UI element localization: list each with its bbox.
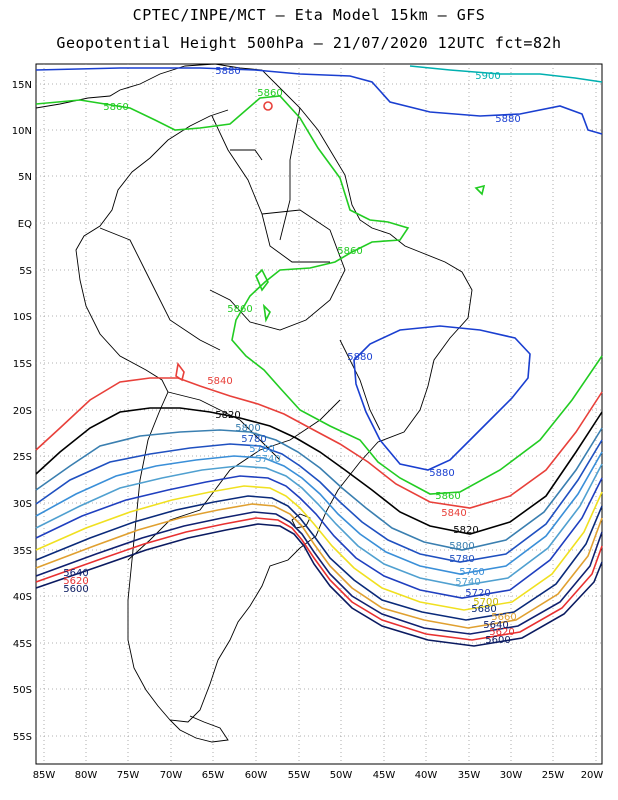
contour-label: 5800 bbox=[235, 423, 260, 434]
contour-label: 5720 bbox=[465, 588, 490, 599]
lon-label: 50W bbox=[330, 770, 353, 781]
contour-label: 5760 bbox=[249, 444, 274, 455]
contour-label: 5900 bbox=[475, 71, 500, 82]
lat-label: 5S bbox=[19, 266, 32, 277]
contour-label: 5700 bbox=[473, 597, 498, 608]
contour-5600 bbox=[35, 523, 603, 647]
contour-5640 bbox=[35, 511, 603, 635]
contour-5840 bbox=[35, 377, 603, 509]
contour-5680 bbox=[35, 495, 603, 621]
contour-5820 bbox=[35, 407, 603, 535]
latitude-labels: 15N 10N 5N EQ 5S 10S 15S 20S 25S 30S 35S… bbox=[12, 80, 32, 743]
lat-label: 25S bbox=[13, 452, 32, 463]
contour-label: 5640 bbox=[63, 568, 88, 579]
contour-label: 5880 bbox=[429, 468, 454, 479]
longitude-labels: 85W 80W 75W 70W 65W 60W 55W 50W 45W 40W … bbox=[33, 770, 604, 781]
lon-label: 65W bbox=[202, 770, 225, 781]
contour-label: 5620 bbox=[63, 576, 88, 587]
lat-label: 35S bbox=[13, 546, 32, 557]
lat-label: EQ bbox=[18, 219, 32, 230]
lon-label: 75W bbox=[117, 770, 140, 781]
map-title: CPTEC/INPE/MCT – Eta Model 15km – GFS bbox=[132, 6, 486, 24]
contour-label: 5800 bbox=[449, 541, 474, 552]
contour-label: 5780 bbox=[449, 554, 474, 565]
contour-label: 5860 bbox=[103, 102, 128, 113]
lon-label: 35W bbox=[458, 770, 481, 781]
lat-label: 20S bbox=[13, 406, 32, 417]
lon-label: 40W bbox=[415, 770, 438, 781]
contour-label: 5740 bbox=[255, 454, 280, 465]
contour-5700 bbox=[35, 485, 603, 611]
contour-5660 bbox=[35, 503, 603, 629]
contour-5900 bbox=[409, 65, 603, 83]
contour-label: 5820 bbox=[453, 525, 478, 536]
contour-label: 5840 bbox=[441, 508, 466, 519]
contour-5800 bbox=[35, 427, 603, 551]
contour-label: 5860 bbox=[227, 304, 252, 315]
lon-label: 20W bbox=[581, 770, 604, 781]
lon-label: 55W bbox=[288, 770, 311, 781]
lat-label: 10N bbox=[12, 126, 32, 137]
contour-5740 bbox=[35, 463, 603, 587]
contour-label: 5640 bbox=[483, 620, 508, 631]
contour-label: 5760 bbox=[459, 567, 484, 578]
contour-lines bbox=[35, 65, 603, 647]
contour-5880-north bbox=[35, 67, 603, 135]
contour-label: 5880 bbox=[495, 114, 520, 125]
lon-label: 25W bbox=[542, 770, 565, 781]
lon-label: 80W bbox=[75, 770, 98, 781]
contour-5780 bbox=[35, 439, 603, 563]
contour-5620 bbox=[35, 517, 603, 641]
lat-label: 15S bbox=[13, 359, 32, 370]
lon-label: 45W bbox=[373, 770, 396, 781]
contour-label: 5860 bbox=[435, 491, 460, 502]
lat-label: 5N bbox=[18, 172, 32, 183]
lat-label: 30S bbox=[13, 499, 32, 510]
contour-label: 5840 bbox=[207, 376, 232, 387]
contour-labels: 5880 5860 5860 5900 5880 5860 5860 5880 … bbox=[63, 66, 520, 646]
contour-label: 5600 bbox=[485, 635, 510, 646]
lon-label: 60W bbox=[245, 770, 268, 781]
contour-label: 5860 bbox=[257, 88, 282, 99]
lat-label: 50S bbox=[13, 685, 32, 696]
lon-label: 70W bbox=[160, 770, 183, 781]
contour-label: 5620 bbox=[489, 627, 514, 638]
contour-label: 5820 bbox=[215, 410, 240, 421]
map-subtitle: Geopotential Height 500hPa – 21/07/2020 … bbox=[56, 34, 562, 52]
lat-label: 45S bbox=[13, 639, 32, 650]
contour-label: 5780 bbox=[241, 434, 266, 445]
lat-label: 40S bbox=[13, 592, 32, 603]
contour-5840-isle bbox=[175, 362, 185, 382]
contour-label: 5860 bbox=[337, 246, 362, 257]
map-frame bbox=[35, 63, 603, 765]
contour-5860-north bbox=[35, 95, 603, 495]
contour-5880-south bbox=[353, 325, 531, 471]
contour-label: 5880 bbox=[215, 66, 240, 77]
lat-label: 55S bbox=[13, 732, 32, 743]
lat-label: 15N bbox=[12, 80, 32, 91]
contour-label: 5740 bbox=[455, 577, 480, 588]
contour-label: 5600 bbox=[63, 584, 88, 595]
contour-label: 5880 bbox=[347, 352, 372, 363]
lon-label: 85W bbox=[33, 770, 56, 781]
contour-5860-isles bbox=[255, 184, 486, 323]
lat-label: 10S bbox=[13, 312, 32, 323]
coastlines bbox=[35, 63, 473, 743]
contour-5840-ring bbox=[263, 101, 273, 111]
contour-5760 bbox=[35, 451, 603, 575]
contour-label: 5680 bbox=[471, 604, 496, 615]
contour-5720 bbox=[35, 475, 603, 599]
contour-label: 5660 bbox=[491, 612, 516, 623]
lon-label: 30W bbox=[500, 770, 523, 781]
